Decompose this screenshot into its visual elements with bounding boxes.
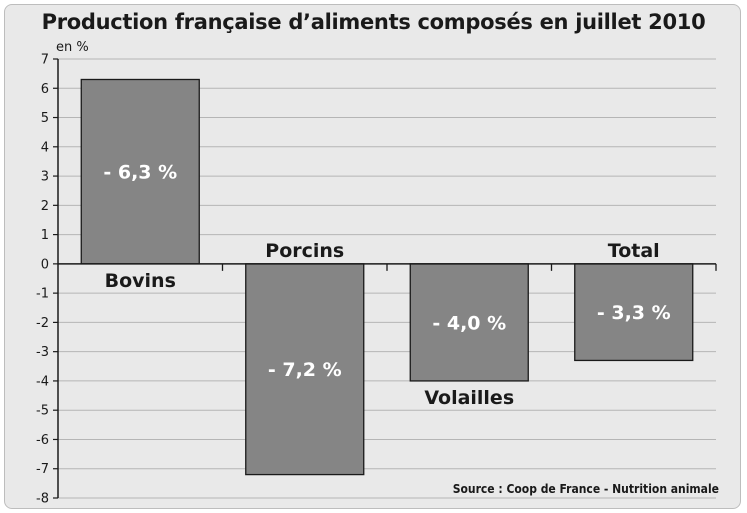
y-tick-label: -3 <box>36 345 49 360</box>
bar-total <box>574 263 694 362</box>
y-tick-label: 0 <box>41 257 49 272</box>
y-tick-label: -5 <box>36 404 49 419</box>
data-label: - 7,2 % <box>268 359 342 381</box>
y-tick-label: -8 <box>36 492 49 507</box>
y-tick-label: 5 <box>41 111 49 126</box>
y-tick-label: -4 <box>36 374 49 389</box>
bar-bovins <box>80 78 200 265</box>
bar-volailles <box>409 263 529 382</box>
y-tick-label: 3 <box>41 170 49 185</box>
category-label: Porcins <box>265 240 344 262</box>
y-tick-label: -7 <box>36 462 49 477</box>
y-axis-unit-label: en % <box>56 40 89 55</box>
y-tick-label: 7 <box>41 53 49 68</box>
y-tick-label: -1 <box>36 287 49 302</box>
category-label: Total <box>608 240 660 262</box>
data-label: - 3,3 % <box>597 302 671 324</box>
data-label: - 4,0 % <box>432 312 506 334</box>
data-label: - 6,3 % <box>103 162 177 184</box>
y-tick-label: -2 <box>36 316 49 331</box>
y-tick-label: 2 <box>41 199 49 214</box>
source-note: Source : Coop de France - Nutrition anim… <box>452 482 719 496</box>
y-tick-label: 6 <box>41 82 49 97</box>
y-tick-label: -6 <box>36 433 49 448</box>
category-label: Bovins <box>105 270 176 292</box>
bar-porcins <box>245 263 365 476</box>
chart-title: Production française d’aliments composés… <box>41 10 706 34</box>
y-tick-label: 4 <box>41 140 49 155</box>
category-label: Volailles <box>424 387 514 409</box>
y-tick-label: 1 <box>41 228 49 243</box>
